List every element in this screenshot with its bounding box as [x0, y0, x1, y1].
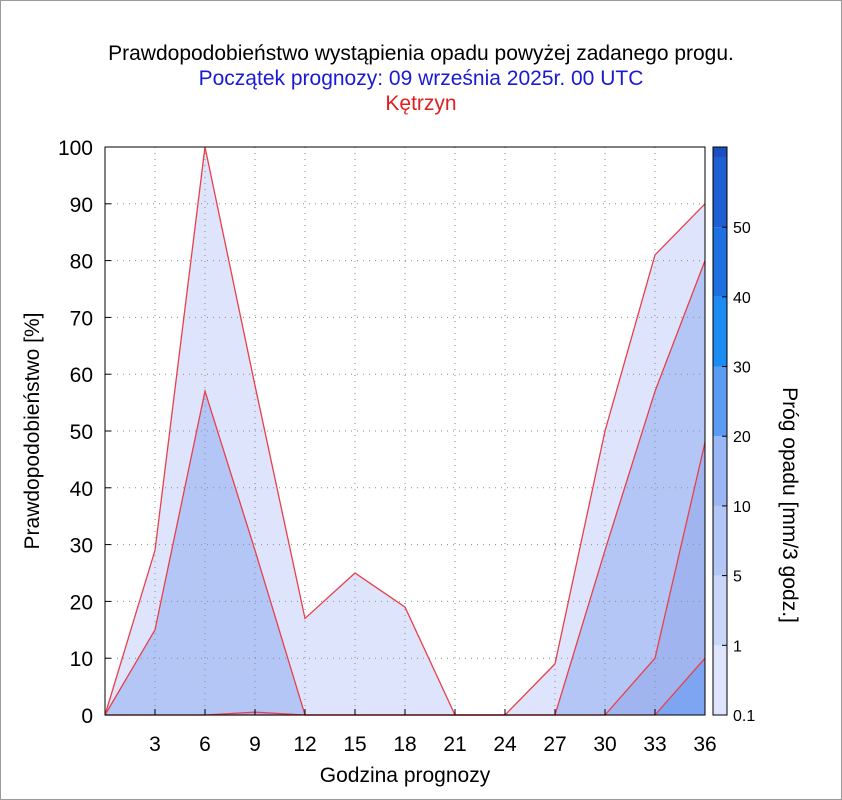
y-axis-label: Prawdopodobieństwo [%]	[21, 313, 44, 550]
colorbar-segment	[713, 147, 727, 158]
y-tick-label: 70	[70, 307, 93, 330]
y-tick-label: 60	[70, 364, 93, 387]
x-tick-label: 33	[643, 733, 666, 756]
x-tick-label: 6	[199, 733, 211, 756]
y-tick-label: 100	[58, 137, 93, 160]
x-tick-label: 15	[343, 733, 366, 756]
colorbar-tick-label: 40	[733, 290, 751, 307]
x-tick-label: 27	[543, 733, 566, 756]
colorbar-segment	[713, 575, 727, 646]
y-tick-label: 90	[70, 194, 93, 217]
colorbar-segment	[713, 436, 727, 506]
colorbar-tick-label: 5	[733, 569, 742, 586]
y-tick-label: 10	[70, 648, 93, 671]
colorbar-tick-label: 20	[733, 429, 751, 446]
colorbar-tick-label: 0.1	[733, 708, 755, 725]
x-axis-label: Godzina prognozy	[320, 764, 491, 787]
x-tick-label: 30	[593, 733, 616, 756]
chart-title: Prawdopodobieństwo wystąpienia opadu pow…	[108, 42, 734, 65]
colorbar-segment	[713, 227, 727, 297]
location-name: Kętrzyn	[385, 92, 457, 115]
x-tick-label: 18	[393, 733, 416, 756]
colorbar-segment	[713, 645, 727, 715]
x-tick-label: 9	[249, 733, 261, 756]
y-tick-label: 20	[70, 591, 93, 614]
colorbar-segment	[713, 296, 727, 367]
colorbar-segment	[713, 366, 727, 437]
x-tick-label: 12	[293, 733, 316, 756]
x-tick-label: 3	[149, 733, 161, 756]
colorbar-tick-label: 50	[733, 220, 751, 237]
x-tick-label: 36	[693, 733, 716, 756]
colorbar-segment	[713, 157, 727, 228]
y-tick-label: 30	[70, 535, 93, 558]
y-tick-label: 0	[81, 705, 93, 728]
area-threshold-5	[105, 442, 705, 715]
colorbar-label: Próg opadu [mm/3 godz.]	[778, 387, 801, 623]
colorbar-tick-label: 30	[733, 360, 751, 377]
colorbar-border	[712, 146, 728, 716]
y-tick-label: 80	[70, 251, 93, 274]
x-tick-label: 24	[493, 733, 517, 756]
y-tick-label: 40	[70, 478, 93, 501]
colorbar-segment	[713, 505, 727, 576]
colorbar-tick-label: 1	[733, 638, 742, 655]
x-tick-label: 21	[443, 733, 466, 756]
y-tick-label: 50	[70, 421, 93, 444]
colorbar-tick-label: 10	[733, 499, 751, 516]
chart-subtitle: Początek prognozy: 09 września 2025r. 00…	[198, 67, 644, 90]
